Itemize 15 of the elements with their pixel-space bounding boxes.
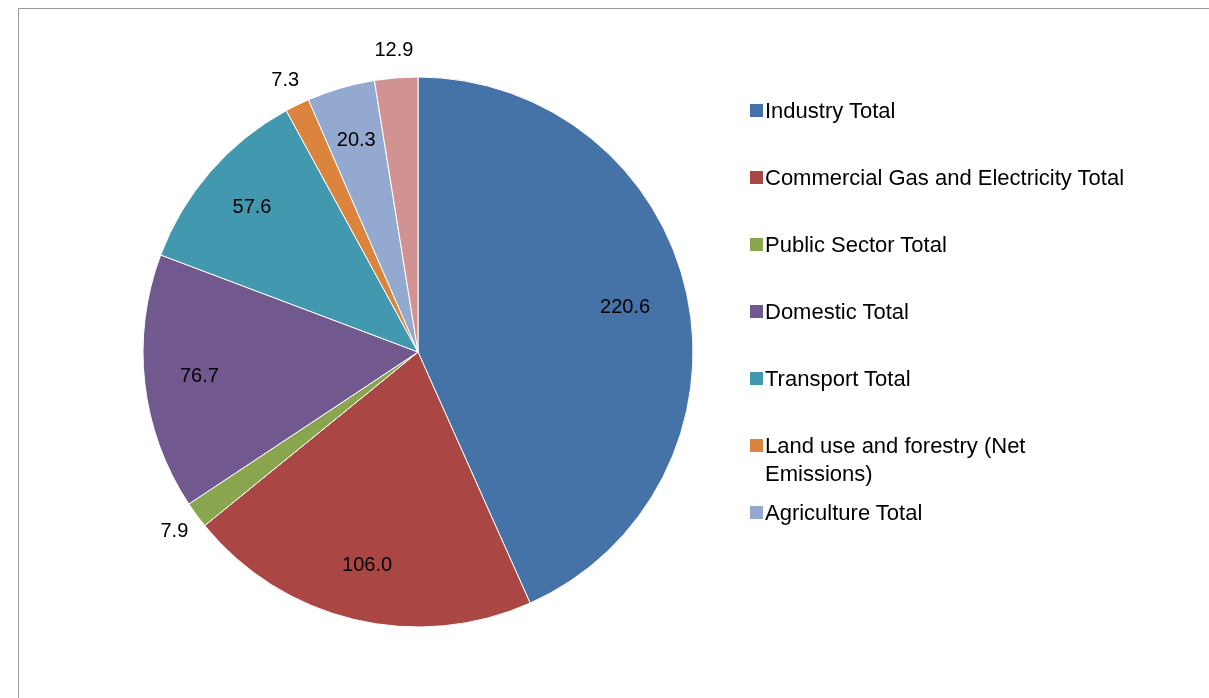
data-label: 220.6 (600, 295, 651, 318)
legend-label: Commercial Gas and Electricity Total (765, 164, 1125, 190)
legend-label: Transport Total (765, 365, 911, 391)
legend-label: Agriculture Total (765, 499, 923, 525)
legend-label: Industry Total (765, 97, 896, 123)
legend-label: Domestic Total (765, 298, 909, 324)
data-label: 106.0 (342, 553, 393, 576)
data-label: 20.3 (336, 128, 376, 151)
data-label: 7.9 (160, 518, 189, 541)
data-label: 76.7 (179, 364, 219, 386)
legend-label: Public Sector Total (765, 231, 947, 257)
legend-label: Land use and forestry (Net Emissions) (765, 432, 1026, 486)
data-label: 7.3 (271, 67, 300, 90)
data-label: 57.6 (232, 194, 272, 217)
data-label: 12.9 (374, 37, 414, 60)
